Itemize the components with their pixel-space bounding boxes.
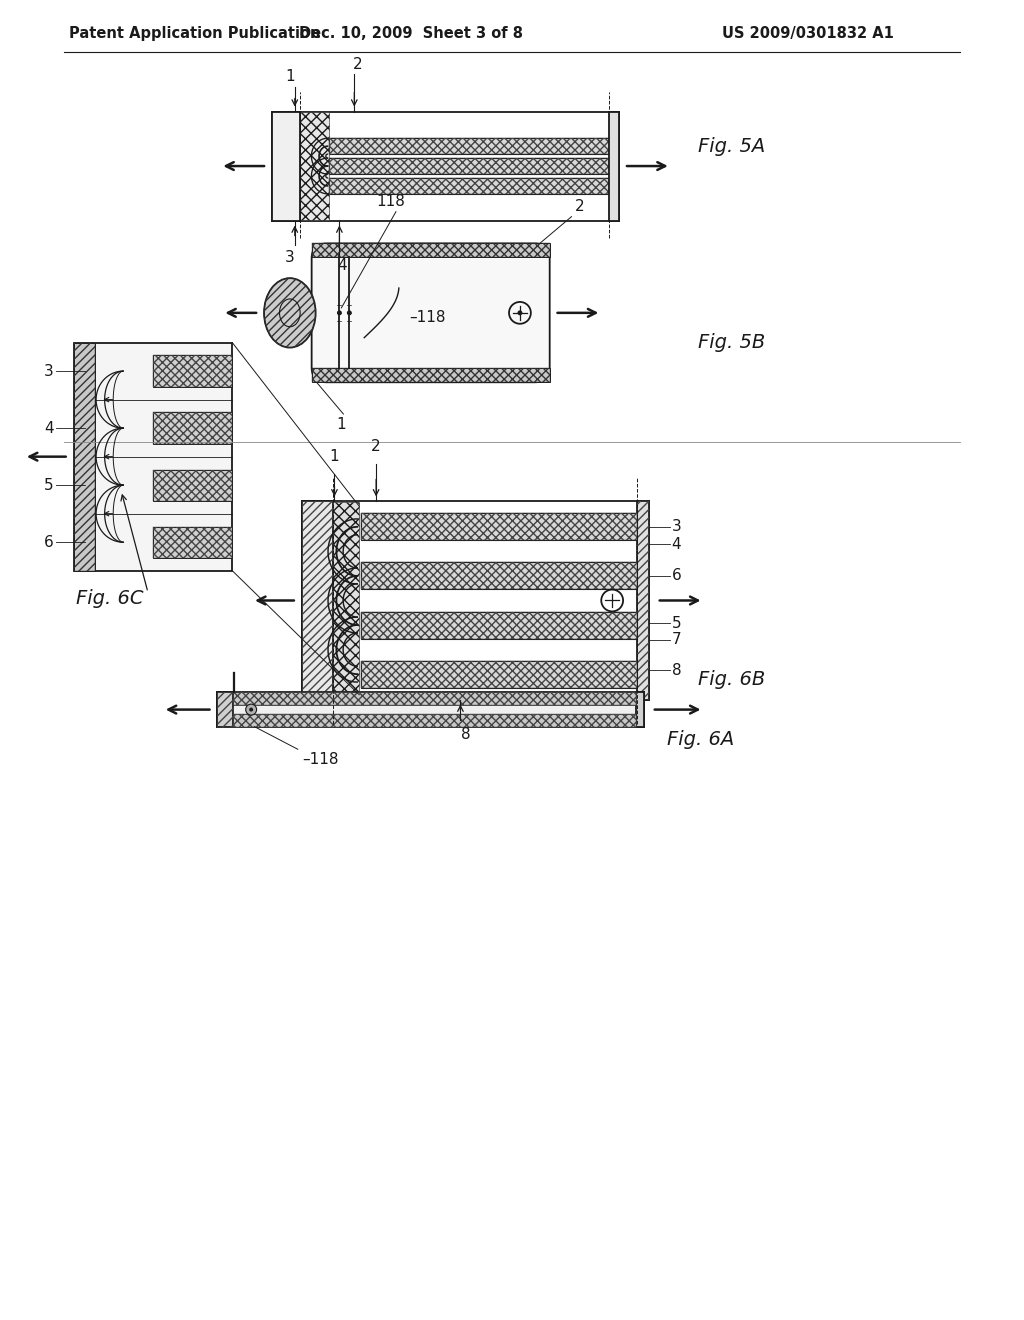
Bar: [311, 368, 550, 383]
Bar: [361, 513, 637, 540]
Bar: [330, 139, 609, 154]
FancyBboxPatch shape: [311, 243, 550, 383]
Bar: [361, 611, 637, 639]
Bar: [637, 502, 649, 700]
Bar: [361, 562, 637, 590]
Bar: [361, 562, 637, 590]
Text: 1: 1: [285, 69, 295, 83]
Bar: [233, 714, 636, 727]
Bar: [330, 158, 609, 174]
Text: –118: –118: [303, 752, 339, 767]
Text: Fig. 5B: Fig. 5B: [698, 333, 766, 352]
Bar: [153, 470, 232, 500]
Bar: [153, 412, 232, 444]
Bar: [361, 611, 637, 639]
Text: 3: 3: [672, 519, 681, 535]
Text: 2: 2: [574, 199, 584, 214]
Bar: [217, 692, 644, 727]
Circle shape: [337, 310, 342, 315]
Bar: [300, 112, 329, 219]
Text: US 2009/0301832 A1: US 2009/0301832 A1: [722, 25, 894, 41]
Text: 4: 4: [672, 536, 681, 552]
Circle shape: [249, 708, 253, 711]
Text: Fig. 6C: Fig. 6C: [76, 589, 143, 609]
Bar: [74, 343, 95, 570]
Text: 6: 6: [44, 535, 53, 549]
Text: 1: 1: [330, 449, 339, 463]
Text: 2: 2: [372, 438, 381, 454]
Bar: [330, 178, 609, 194]
Bar: [74, 343, 95, 570]
Circle shape: [246, 704, 257, 715]
Text: 1: 1: [337, 417, 346, 432]
Text: 5: 5: [44, 478, 53, 492]
Bar: [330, 139, 609, 154]
Bar: [217, 692, 233, 727]
Bar: [609, 111, 620, 220]
Bar: [361, 660, 637, 688]
Bar: [330, 178, 609, 194]
Bar: [153, 355, 232, 387]
Bar: [311, 243, 550, 257]
Bar: [334, 503, 359, 698]
Text: 7: 7: [672, 632, 681, 647]
Text: 8: 8: [672, 663, 681, 677]
Text: 118: 118: [377, 194, 406, 209]
Bar: [153, 527, 232, 558]
Bar: [272, 111, 300, 220]
Text: 4: 4: [338, 259, 347, 273]
Bar: [272, 111, 620, 220]
Bar: [361, 513, 637, 540]
Bar: [302, 502, 334, 700]
Bar: [302, 502, 649, 700]
Text: 8: 8: [461, 727, 470, 742]
Text: Fig. 5A: Fig. 5A: [698, 137, 766, 156]
Text: Fig. 6A: Fig. 6A: [667, 730, 734, 748]
Bar: [233, 714, 636, 727]
Text: 3: 3: [44, 363, 53, 379]
Bar: [330, 158, 609, 174]
Ellipse shape: [264, 279, 315, 347]
Circle shape: [347, 310, 352, 315]
Bar: [302, 502, 334, 700]
Text: –118: –118: [409, 310, 445, 325]
Bar: [637, 502, 649, 700]
Bar: [153, 470, 232, 500]
Bar: [233, 692, 636, 705]
Text: 5: 5: [672, 615, 681, 631]
Text: Patent Application Publication: Patent Application Publication: [69, 25, 321, 41]
Bar: [311, 368, 550, 383]
Circle shape: [517, 310, 522, 315]
Text: 4: 4: [44, 421, 53, 436]
Text: Fig. 6B: Fig. 6B: [698, 671, 766, 689]
Bar: [153, 527, 232, 558]
Text: Dec. 10, 2009  Sheet 3 of 8: Dec. 10, 2009 Sheet 3 of 8: [299, 25, 523, 41]
Text: 6: 6: [672, 569, 681, 583]
Bar: [217, 692, 233, 727]
Bar: [311, 243, 550, 257]
Bar: [233, 692, 636, 705]
Bar: [636, 692, 644, 727]
Text: 2: 2: [352, 57, 362, 71]
Text: 3: 3: [285, 251, 295, 265]
Bar: [361, 660, 637, 688]
Bar: [153, 355, 232, 387]
Bar: [153, 412, 232, 444]
Bar: [74, 343, 232, 570]
